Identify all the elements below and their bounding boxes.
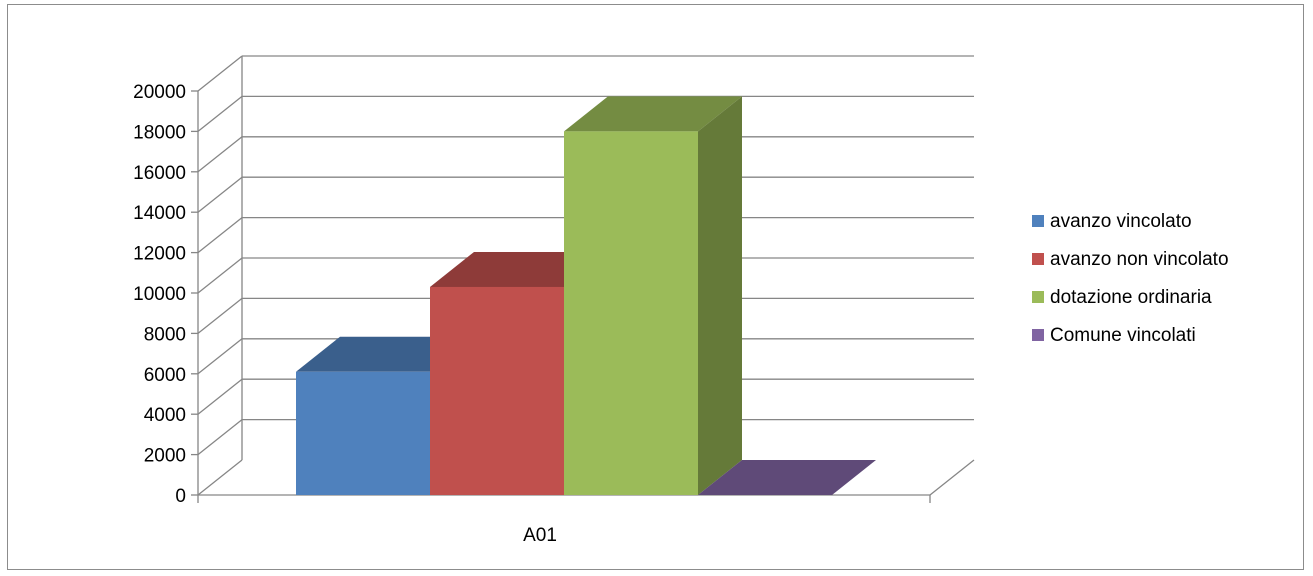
legend-label-avanzo-vincolato: avanzo vincolato [1050,211,1192,232]
bar-side-dotazione-ordinaria [698,96,742,496]
gridline-depth [197,257,243,294]
bar-dotazione-ordinaria [564,131,698,495]
legend-swatch-avanzo-non-vincolato [1032,253,1044,265]
gridline-depth [197,55,243,92]
bar-avanzo-non-vincolato [430,286,564,495]
y-tick-label: 8000 [144,324,186,345]
y-tick-label: 16000 [133,163,186,184]
y-tick-label: 12000 [133,244,186,265]
y-tick-label: 0 [175,486,186,507]
bar-top-avanzo-non-vincolato [430,251,608,287]
gridline-depth [197,297,243,334]
x-category-label: A01 [523,525,557,546]
y-tick-label: 14000 [133,203,186,224]
y-tick-label: 20000 [133,82,186,103]
bar-avanzo-vincolato [296,371,430,495]
y-tick-label: 2000 [144,446,186,467]
legend-label-avanzo-non-vincolato: avanzo non vincolato [1050,249,1229,270]
bar-top-comune-vincolati [698,460,876,495]
gridline-depth [197,95,243,132]
bar-top-dotazione-ordinaria [564,96,742,132]
gridline-depth [197,338,243,375]
legend-swatch-comune-vincolati [1032,329,1044,341]
bar-top-avanzo-vincolato [296,336,474,372]
y-tick-label: 6000 [144,365,186,386]
floor-edge [929,459,975,496]
legend-label-comune-vincolati: Comune vincolati [1050,325,1196,346]
y-tick-label: 18000 [133,122,186,143]
gridline-depth [197,378,243,415]
gridline-depth [197,136,243,173]
legend-swatch-avanzo-vincolato [1032,215,1044,227]
legend-label-dotazione-ordinaria: dotazione ordinaria [1050,287,1212,308]
gridline-depth [197,419,243,456]
legend-swatch-dotazione-ordinaria [1032,291,1044,303]
gridline-depth [197,176,243,213]
gridline-depth [197,459,243,496]
y-tick-label: 4000 [144,405,186,426]
gridline-depth [197,217,243,254]
y-tick-label: 10000 [133,284,186,305]
